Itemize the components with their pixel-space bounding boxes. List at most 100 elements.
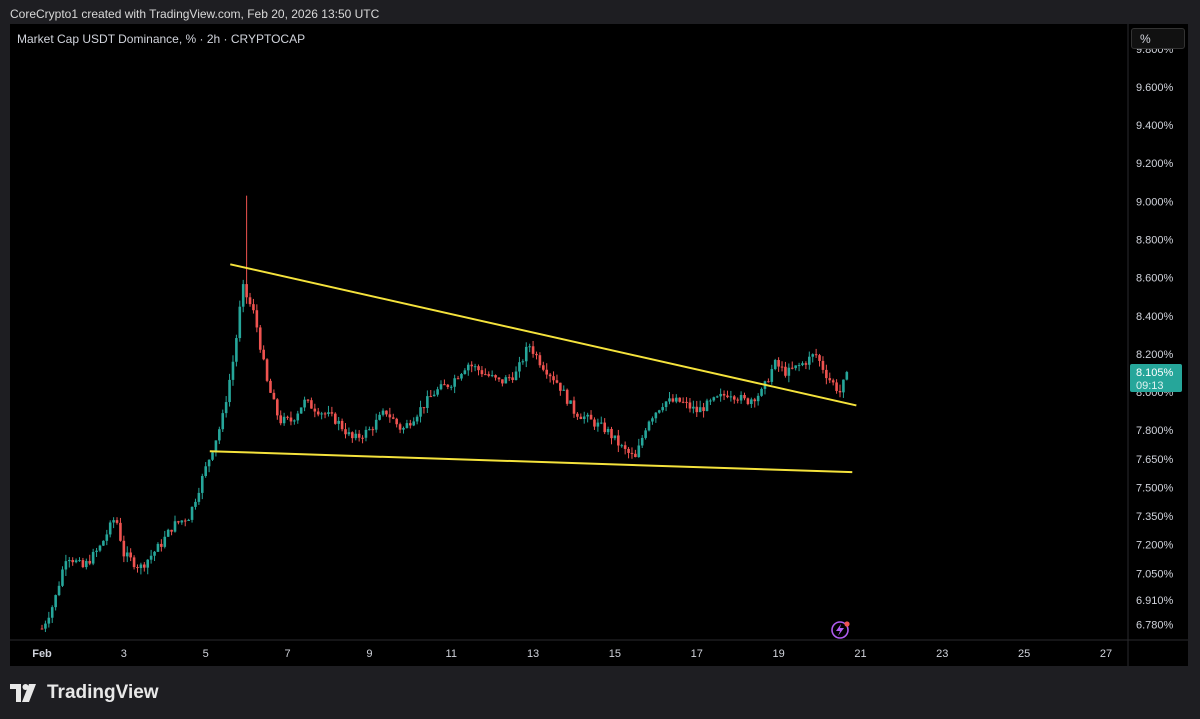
time-tick-label: 17 — [691, 648, 703, 660]
price-tick-label: 9.600% — [1136, 82, 1174, 94]
candle-body — [709, 400, 712, 402]
candle-body — [378, 414, 381, 420]
unit-button[interactable]: % — [1131, 28, 1185, 49]
candle-body — [426, 396, 429, 408]
candle-body — [412, 421, 416, 426]
candle-body — [828, 378, 832, 381]
candle-body — [804, 363, 808, 365]
time-tick-label: 19 — [772, 648, 784, 660]
candle-body — [480, 370, 484, 375]
candle-body — [95, 550, 98, 552]
candle-body — [351, 432, 354, 439]
candlestick-chart: 9.800%9.600%9.400%9.200%9.000%8.800%8.60… — [10, 24, 1188, 666]
candle-body — [402, 427, 405, 430]
candle-body — [272, 392, 276, 400]
candles-group — [40, 195, 849, 633]
candle-body — [842, 379, 845, 393]
candle-body — [753, 399, 757, 402]
candle-body — [183, 520, 187, 522]
lightning-icon[interactable] — [831, 621, 850, 639]
candle-body — [446, 384, 450, 387]
candle-body — [760, 388, 763, 396]
candle-body — [316, 411, 320, 415]
candle-body — [224, 402, 228, 414]
candle-body — [777, 359, 780, 367]
candle-body — [593, 419, 596, 427]
candle-body — [153, 551, 156, 556]
candle-body — [71, 560, 74, 563]
candle-body — [368, 429, 371, 431]
candle-body — [825, 369, 828, 379]
candle-body — [630, 452, 634, 454]
candle-body — [811, 354, 815, 357]
price-tag-countdown: 09:13 — [1136, 380, 1164, 392]
candle-body — [139, 564, 143, 569]
candle-body — [705, 400, 709, 412]
candle-body — [490, 375, 494, 377]
candle-body — [559, 382, 562, 391]
candle-body — [511, 377, 514, 380]
candle-body — [170, 529, 173, 532]
tradingview-logo-icon — [10, 684, 36, 702]
brand[interactable]: TradingView — [10, 680, 159, 706]
price-tick-label: 8.400% — [1136, 311, 1174, 323]
price-tick-label: 8.600% — [1136, 273, 1174, 285]
candle-body — [282, 416, 286, 424]
price-tick-label: 7.350% — [1136, 511, 1174, 523]
price-tick-label: 6.780% — [1136, 620, 1174, 632]
candle-body — [320, 413, 323, 415]
candle-body — [835, 382, 838, 391]
candle-body — [279, 415, 283, 424]
candle-body — [40, 628, 44, 630]
candle-body — [218, 429, 221, 441]
candle-body — [801, 363, 804, 366]
trendline-upper — [230, 263, 857, 407]
candle-body — [582, 416, 586, 420]
candle-body — [545, 369, 549, 375]
candle-body — [163, 536, 167, 547]
time-tick-label: 25 — [1018, 648, 1030, 660]
candle-body — [794, 365, 797, 369]
candle-body — [429, 396, 433, 398]
candle-body — [419, 407, 422, 417]
price-axis: 9.800%9.600%9.400%9.200%9.000%8.800%8.60… — [1136, 44, 1174, 632]
candle-body — [330, 412, 334, 414]
candle-body — [678, 397, 682, 402]
candle-body — [221, 413, 225, 430]
candle-body — [88, 560, 92, 564]
candle-body — [395, 418, 398, 425]
candle-body — [845, 372, 849, 380]
price-tag-price: 8.105% — [1136, 367, 1174, 379]
chart-caption: CoreCrypto1 created with TradingView.com… — [10, 7, 380, 21]
candle-body — [675, 397, 678, 402]
candle-body — [313, 408, 317, 412]
candle-body — [443, 384, 446, 386]
price-tick-label: 8.200% — [1136, 349, 1174, 361]
candle-body — [276, 399, 279, 416]
candle-body — [746, 398, 750, 405]
candle-body — [333, 413, 337, 424]
candle-body — [531, 346, 535, 354]
candle-body — [340, 420, 344, 430]
candle-body — [780, 366, 784, 368]
time-tick-label: 23 — [936, 648, 948, 660]
candle-body — [211, 452, 214, 460]
symbol-title: Market Cap USDT Dominance, % · 2h · CRYP… — [17, 32, 306, 46]
candle-body — [388, 414, 392, 418]
candle-body — [470, 364, 473, 367]
candle-body — [78, 560, 81, 562]
chart-panel[interactable]: 9.800% 9.600% 9.400% 9.200% 9.000% 8.800% 8.60… — [10, 24, 1188, 666]
candle-body — [767, 381, 770, 383]
candle-body — [460, 374, 463, 379]
candle-body — [81, 560, 85, 568]
candle-body — [204, 466, 207, 477]
candle-body — [57, 585, 61, 596]
candle-body — [136, 567, 139, 569]
price-tag: 8.105%09:13 — [1130, 364, 1182, 393]
candle-body — [50, 607, 54, 618]
candle-body — [487, 374, 491, 376]
candle-body — [149, 555, 153, 560]
candle-body — [453, 378, 456, 387]
candle-body — [657, 410, 661, 413]
candle-body — [576, 413, 579, 417]
